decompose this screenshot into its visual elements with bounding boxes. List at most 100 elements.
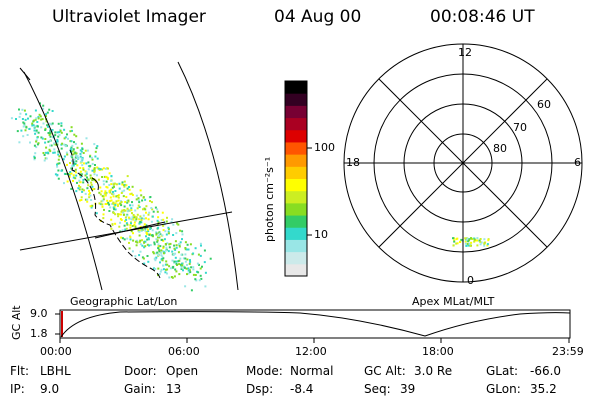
aurora-pixel [42,152,45,154]
aurora-pixel [78,184,80,187]
aurora-pixel [487,239,490,242]
altitude-xtick-1800: 18:00 [422,345,454,358]
aurora-pixel [37,131,40,134]
polar-plot [343,43,583,283]
door-label: Door: [124,364,157,378]
aurora-pixel [37,117,40,120]
aurora-pixel [146,255,149,257]
aurora-pixel [157,254,160,256]
aurora-pixel [125,218,128,221]
aurora-pixel [180,266,183,269]
aurora-pixel [155,256,158,259]
aurora-pixel [135,198,138,201]
aurora-pixel [168,265,171,268]
aurora-pixel [110,218,113,221]
aurora-pixel [186,243,189,246]
aurora-pixel [99,203,102,206]
aurora-pixel [74,151,77,154]
aurora-pixel [44,127,47,130]
aurora-pixel [76,157,79,160]
aurora-pixel [45,120,48,123]
aurora-pixel [85,137,88,140]
aurora-pixel [162,264,165,267]
aurora-pixel [34,118,37,121]
aurora-pixel [148,233,151,236]
aurora-pixel [60,131,63,134]
aurora-pixel [103,193,106,196]
aurora-pixel [52,151,55,154]
aurora-pixel [184,257,187,260]
aurora-pixel [70,155,73,158]
aurora-pixel [135,244,138,247]
altitude-ytick-high: 9.0 [30,307,48,320]
aurora-pixel [104,176,107,179]
aurora-pixel [82,168,85,171]
aurora-pixel [116,213,119,216]
aurora-pixel [112,191,114,193]
aurora-pixel [453,240,456,243]
aurora-pixel [103,192,106,195]
aurora-pixel [157,235,160,238]
aurora-pixel [187,272,190,275]
aurora-pixel [195,279,198,282]
aurora-pixel [29,115,32,118]
aurora-pixel [184,241,187,244]
colorbar-cell [285,166,307,179]
aurora-pixel [63,137,66,140]
aurora-pixel [209,257,212,260]
altitude-plot [55,309,571,343]
aurora-pixel [140,194,143,197]
aurora-pixel [25,113,28,116]
aurora-pixel [20,129,23,132]
aurora-pixel [126,175,129,178]
aurora-pixel [151,234,154,237]
aurora-pixel [89,205,92,208]
aurora-pixel [93,143,96,146]
aurora-pixel [187,269,190,272]
aurora-pixel [121,229,124,232]
aurora-pixel [25,126,28,129]
aurora-pixel [186,263,188,266]
aurora-pixel [34,152,37,155]
aurora-pixel [189,271,192,274]
aurora-pixel [159,270,162,273]
aurora-pixel [466,239,469,242]
aurora-pixel [199,267,202,270]
aurora-pixel [84,198,87,201]
aurora-pixel [86,176,88,179]
aurora-pixel [133,216,136,219]
aurora-pixel [88,193,91,196]
aurora-pixel [185,248,188,251]
aurora-pixel [110,183,113,186]
aurora-pixel [79,149,82,152]
aurora-pixel [124,201,127,203]
aurora-pixel [101,199,104,202]
aurora-pixel [36,121,39,123]
aurora-pixel [139,229,142,232]
aurora-pixel [133,223,136,226]
aurora-pixel [60,147,63,150]
aurora-pixel [90,156,93,159]
aurora-pixel [49,140,51,142]
aurora-pixel [128,188,131,191]
altitude-ytick-low: 1.8 [30,327,48,340]
aurora-pixel [46,124,49,127]
aurora-pixel [164,263,167,266]
colorbar-cell [285,141,307,155]
aurora-pixel [137,204,140,207]
aurora-pixel [130,218,133,221]
aurora-pixel [109,200,112,202]
aurora-pixel [156,240,159,243]
aurora-pixel [70,187,73,190]
aurora-pixel [71,156,74,159]
aurora-pixel [157,221,160,224]
aurora-pixel [157,223,159,226]
meridian-line [23,71,103,291]
aurora-pixel [101,176,104,178]
aurora-pixel [165,220,168,223]
aurora-pixel [39,102,41,105]
aurora-pixel [139,189,142,192]
aurora-pixel [139,217,142,220]
aurora-pixel [154,206,157,209]
aurora-pixel [181,262,184,265]
